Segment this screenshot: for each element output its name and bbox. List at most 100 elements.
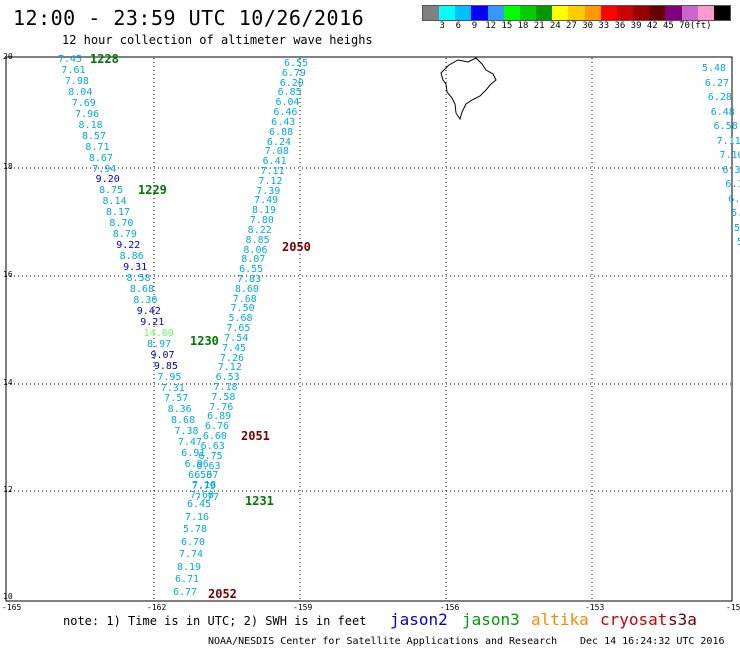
swh-value-track-b: 6.53	[215, 372, 240, 384]
latitude-tick-label: 14	[3, 378, 13, 387]
pass-time-label: 2051	[241, 429, 270, 443]
swh-value-track-b: 8.22	[247, 224, 272, 236]
swh-value-track-b: 8.07	[241, 254, 266, 266]
color-scale-label: 33	[598, 21, 610, 31]
swh-value-track-b: 7.54	[224, 332, 249, 344]
pass-time-label: 2050	[282, 240, 311, 254]
swh-value-track-c: 6.77	[173, 587, 198, 598]
swh-value-track-a: 8.18	[78, 119, 103, 131]
map-border	[5, 56, 733, 602]
swh-value-track-d: 6.27	[704, 77, 729, 89]
swh-value-track-b: 7.12	[217, 362, 242, 374]
swh-value-track-b: 8.19	[251, 205, 277, 217]
swh-value-track-d: 5.	[734, 222, 740, 234]
color-scale-label: 42	[646, 21, 658, 31]
color-swatch-8	[552, 6, 569, 20]
pass-time-label: 1231	[245, 494, 274, 508]
satellite-legend-jason2: jason2	[390, 610, 448, 629]
swh-value-track-b: 6.63	[200, 440, 225, 452]
swh-value-track-a: 8.79	[112, 229, 137, 241]
swh-value-track-b: 7.26	[219, 352, 244, 364]
longitude-tick-label: -156	[440, 603, 460, 612]
color-scale-label: 30	[582, 21, 594, 31]
swh-value-track-a: 6.53	[188, 470, 213, 482]
swh-value-track-b: 8.85	[245, 234, 270, 246]
swh-value-track-b: 6.43	[271, 116, 296, 128]
swh-value-track-d: 6.1	[725, 179, 740, 190]
color-swatch-16	[681, 6, 698, 20]
latitude-tick-label: 12	[3, 485, 13, 494]
color-swatch-18	[713, 6, 730, 20]
swh-value-track-b: 7.60	[190, 490, 215, 501]
swh-value-track-b: 7.76	[209, 401, 234, 413]
color-swatch-7	[536, 6, 553, 20]
swh-value-track-d: 7.16	[719, 150, 740, 161]
color-scale-label: 70	[679, 21, 690, 31]
swh-value-track-b: 7.49	[254, 195, 279, 207]
swh-value-track-a: 9.85	[153, 360, 178, 372]
latitude-tick-label: 18	[3, 162, 13, 171]
swh-value-track-b: 6.79	[281, 67, 306, 79]
swh-value-track-b: 6.55	[239, 264, 264, 276]
pass-time-label: 1230	[190, 334, 219, 348]
color-swatch-13	[633, 6, 650, 20]
color-scale-label: 15	[501, 21, 513, 31]
color-scale-label: 24	[549, 21, 561, 31]
swh-value-track-b: 6.76	[204, 421, 230, 433]
timestamp: Dec 14 16:24:32 UTC 2016	[580, 636, 725, 647]
color-swatch-4	[487, 6, 504, 20]
swh-value-track-c: 8.19	[177, 561, 202, 573]
color-swatch-2	[455, 6, 472, 20]
credit-line: NOAA/NESDIS Center for Satellite Applica…	[208, 636, 558, 647]
swh-value-track-d: 5.	[737, 238, 740, 248]
swh-value-track-b: 6.63	[196, 460, 221, 472]
swh-value-track-a: 7.77	[195, 492, 220, 503]
swh-value-track-a: 8.17	[105, 207, 131, 219]
swh-value-track-a: 6.96	[184, 459, 209, 471]
footer-note: note: 1) Time is in UTC; 2) SWH is in fe…	[63, 614, 367, 628]
swh-value-track-b: 7.58	[211, 391, 236, 403]
swh-value-track-b: 6.24	[266, 136, 291, 148]
swh-value-track-a: 7.79	[191, 481, 216, 493]
color-swatch-10	[584, 6, 601, 20]
latitude-tick-label: 20	[3, 52, 13, 61]
swh-value-track-b: 6.46	[273, 107, 298, 119]
swh-value-track-a: 8.68	[171, 415, 196, 427]
color-scale-label: 9	[471, 21, 478, 31]
swh-value-track-a: 9.21	[140, 316, 165, 328]
swh-value-track-c: 5.78	[183, 524, 208, 536]
swh-value-track-a: 8.70	[109, 218, 134, 230]
swh-value-track-a: 7.94	[92, 163, 117, 175]
swh-value-track-c: 7.74	[179, 549, 204, 561]
swh-value-track-a: 7.61	[61, 64, 86, 76]
swh-value-track-b: 7.68	[232, 293, 257, 305]
color-swatch-3	[471, 6, 488, 20]
swh-value-track-b: 7.65	[226, 323, 251, 335]
color-swatch-11	[600, 6, 617, 20]
swh-value-track-d: 6.28	[707, 92, 732, 103]
hawaii-island-coastline	[440, 57, 497, 121]
map-title: 12:00 - 23:59 UTC 10/26/2016	[13, 6, 365, 30]
swh-value-track-b: 6.20	[279, 77, 304, 89]
pass-time-label: 1229	[138, 183, 167, 197]
swh-value-track-b: 6.04	[275, 97, 300, 109]
swh-value-track-b: 8.60	[234, 283, 259, 295]
longitude-tick-label: -162	[147, 603, 167, 612]
swh-value-track-b: 6.41	[262, 156, 287, 168]
swh-value-track-a: 9.42	[136, 305, 161, 317]
swh-value-track-a: 7.57	[164, 393, 189, 405]
swh-value-track-d: 6.30	[722, 164, 740, 176]
swh-value-track-a: 7.96	[75, 108, 100, 120]
swh-value-track-b: 6.67	[194, 470, 219, 482]
swh-value-track-a: 8.36	[167, 404, 192, 416]
color-swatch-6	[519, 6, 537, 20]
color-scale-label: 39	[630, 21, 642, 31]
map-subtitle: 12 hour collection of altimeter wave hei…	[62, 33, 373, 47]
swh-value-track-a: 8.71	[85, 141, 110, 153]
swh-value-track-c: 6.71	[175, 574, 200, 586]
color-swatch-14	[649, 6, 666, 20]
swh-value-track-a: 7.98	[64, 75, 89, 87]
color-scale-label: 36	[614, 21, 626, 31]
pass-time-label: 2052	[208, 587, 237, 601]
